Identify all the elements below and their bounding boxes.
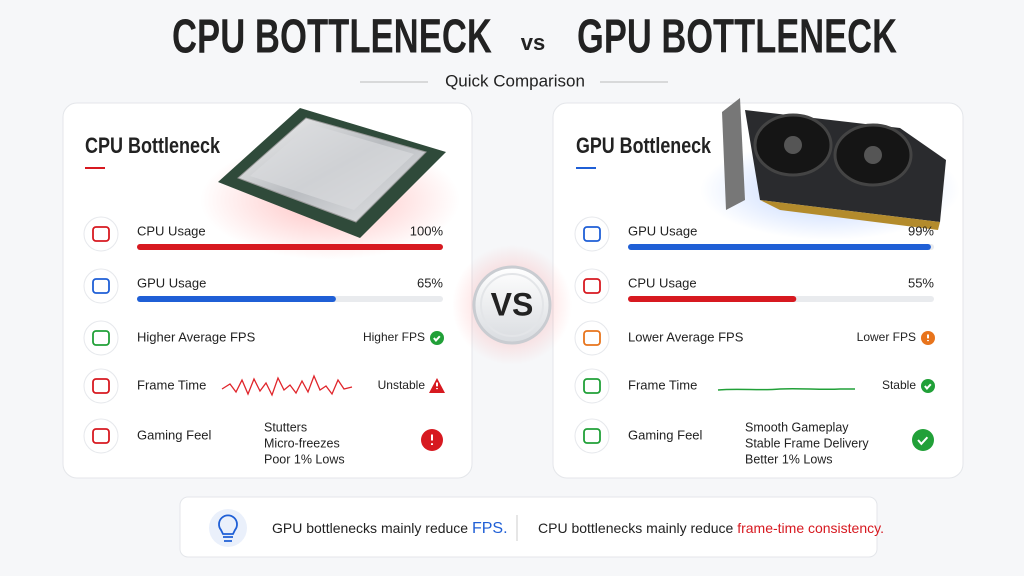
row-icon <box>92 226 110 242</box>
gaming-feel-note: Better 1% Lows <box>745 452 833 466</box>
footer-gpu: GPU bottlenecks mainly reduce FPS. <box>272 520 508 538</box>
row-icon <box>583 278 601 294</box>
row-icon-bg <box>83 268 119 304</box>
frame-time-label: Frame Time <box>628 377 697 392</box>
gaming-feel-note: Smooth Gameplay <box>745 420 849 434</box>
footer-cpu-text: CPU bottlenecks mainly reduce <box>538 520 734 536</box>
card-title: GPU Bottleneck <box>576 133 712 158</box>
usage-bar <box>137 244 443 250</box>
usage-value: 99% <box>908 223 934 238</box>
row-icon <box>583 226 601 242</box>
row-icon <box>583 330 601 346</box>
usage-label: GPU Usage <box>628 223 697 238</box>
row-icon-bg <box>574 268 610 304</box>
gaming-feel-label: Gaming Feel <box>137 427 212 442</box>
footer-gpu-text: GPU bottlenecks mainly reduce <box>272 520 468 536</box>
gaming-feel-label: Gaming Feel <box>628 427 703 442</box>
fps-label: Lower Average FPS <box>628 329 744 344</box>
footer-box <box>179 496 878 558</box>
footer-cpu-highlight: frame-time consistency. <box>737 520 884 536</box>
frame-time-status: Stable <box>882 378 916 392</box>
gaming-feel-note: Stable Frame Delivery <box>745 436 869 450</box>
usage-value: 55% <box>908 275 934 290</box>
card-title: CPU Bottleneck <box>85 133 221 158</box>
bulb-icon-bg <box>209 509 247 547</box>
row-icon-bg <box>574 216 610 252</box>
usage-value: 65% <box>417 275 443 290</box>
stable-frame-graph <box>717 387 855 391</box>
gaming-feel-note: Poor 1% Lows <box>264 452 345 466</box>
subtitle: Quick Comparison <box>445 71 585 90</box>
vs-ring <box>480 273 544 337</box>
gpu-image <box>700 98 960 240</box>
vs-badge <box>472 265 552 345</box>
fps-status: Lower FPS <box>857 330 916 344</box>
usage-label: GPU Usage <box>137 275 206 290</box>
title-vs: vs <box>521 30 545 55</box>
status-icon-mark <box>917 436 929 446</box>
frame-time-status: Unstable <box>378 378 426 392</box>
bulb-icon <box>218 514 238 542</box>
row-icon-bg <box>574 418 610 454</box>
row-icon-bg <box>83 368 119 404</box>
row-icon <box>583 428 601 444</box>
row-icon-bg <box>83 216 119 252</box>
usage-label: CPU Usage <box>137 223 206 238</box>
row-icon <box>92 330 110 346</box>
row-icon-bg <box>574 320 610 356</box>
row-icon <box>92 278 110 294</box>
row-icon <box>583 378 601 394</box>
usage-bar <box>137 296 336 302</box>
usage-bar <box>628 244 931 250</box>
usage-label: CPU Usage <box>628 275 697 290</box>
row-icon-bg <box>83 418 119 454</box>
footer-cpu: CPU bottlenecks mainly reduce frame-time… <box>538 520 884 536</box>
usage-bar <box>628 296 797 302</box>
fps-status: Higher FPS <box>363 330 425 344</box>
gaming-feel-note: Stutters <box>264 420 307 434</box>
gaming-feel-note: Micro-freezes <box>264 436 340 450</box>
footer-gpu-highlight: FPS. <box>472 520 508 537</box>
status-icon-mark <box>433 335 441 342</box>
title-left: CPU BOTTLENECK <box>172 11 492 64</box>
row-icon <box>92 428 110 444</box>
title-right: GPU BOTTLENECK <box>577 11 897 64</box>
row-icon <box>92 378 110 394</box>
vs-text: VS <box>491 286 534 322</box>
usage-value: 100% <box>410 223 444 238</box>
fps-label: Higher Average FPS <box>137 329 256 344</box>
frame-time-label: Frame Time <box>137 377 206 392</box>
status-icon <box>912 429 934 451</box>
status-icon-mark <box>924 383 932 390</box>
cpu-image <box>200 108 460 260</box>
row-icon-bg <box>574 368 610 404</box>
row-icon-bg <box>83 320 119 356</box>
unstable-frame-graph <box>221 374 353 397</box>
